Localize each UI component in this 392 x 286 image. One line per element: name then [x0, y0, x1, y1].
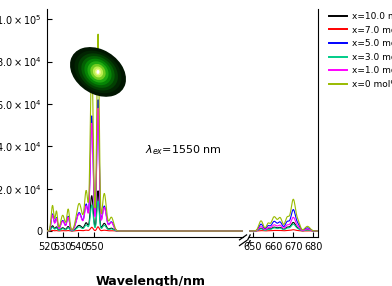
Ellipse shape [70, 47, 126, 97]
Ellipse shape [81, 56, 115, 88]
Ellipse shape [87, 61, 109, 83]
Ellipse shape [93, 66, 103, 78]
Ellipse shape [96, 70, 100, 74]
Legend: x=10.0 mol%, x=7.0 mol%, x=5.0 mol%, x=3.0 mol%, x=1.0 mol%, x=0 mol%: x=10.0 mol%, x=7.0 mol%, x=5.0 mol%, x=3… [325, 9, 392, 92]
Ellipse shape [90, 64, 106, 80]
Text: $\lambda_{ex}$=1550 nm: $\lambda_{ex}$=1550 nm [145, 143, 222, 156]
Ellipse shape [95, 68, 101, 76]
Ellipse shape [78, 53, 118, 90]
Ellipse shape [74, 51, 122, 93]
Ellipse shape [84, 59, 112, 85]
Text: Wavelength/nm: Wavelength/nm [96, 275, 206, 286]
